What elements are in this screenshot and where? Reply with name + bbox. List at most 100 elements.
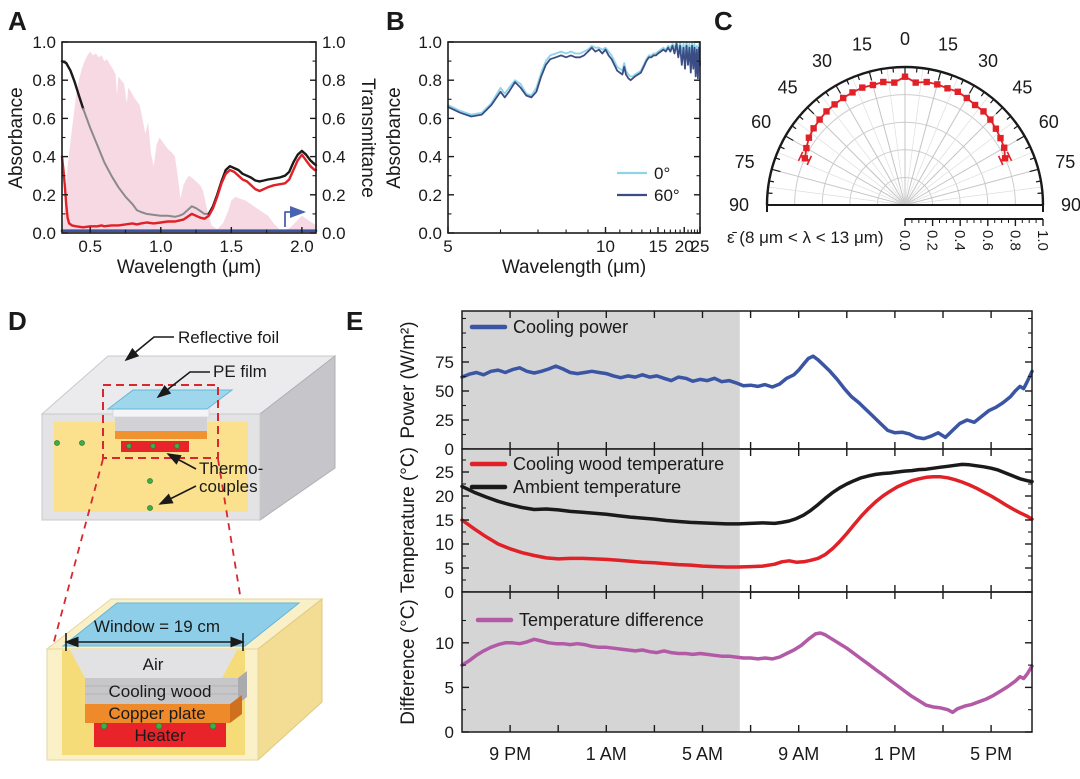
legend-label: Temperature difference [519,610,704,630]
angle-label: 0 [900,29,910,49]
legend-label: 0° [654,164,670,183]
thermocouples-label-line2: couples [199,477,258,496]
cooling-wood-label: Cooling wood [108,682,211,701]
tick-label: 10 [435,535,454,554]
time-tick-label: 9 PM [489,744,531,764]
emissivity-data-point [859,84,865,90]
panel-letter-e: E [346,306,363,336]
tick-label: 0.8 [322,71,346,90]
emissivity-data-point [924,79,930,85]
legend-label: Cooling wood temperature [513,454,724,474]
tick-label: 0.6 [418,109,442,128]
tick-label: 10 [435,634,454,653]
angle-label: 30 [812,51,832,71]
tick-label: 0.4 [418,148,442,167]
panel-letter-d: D [8,306,27,336]
time-tick-label: 5 AM [682,744,723,764]
legend-label: Ambient temperature [513,477,681,497]
air-label: Air [143,655,164,674]
emissivity-data-point [913,79,919,85]
tick-label: 2.0 [290,237,314,256]
angle-label: 60 [751,112,771,132]
panel-letter-b: B [386,6,405,36]
tick-label: 0.0 [322,224,346,243]
thermocouple-dot [101,723,107,729]
angle-label: 45 [1012,78,1032,98]
angle-label: 15 [938,35,958,55]
emissivity-data-point [810,125,816,131]
thermocouple-dot [151,444,156,449]
tick-label: 0.4 [322,148,346,167]
tick-label: 0.8 [418,71,442,90]
emissivity-data-point [964,95,970,101]
panel-a-xlabel: Wavelength (μm) [117,257,261,278]
emissivity-data-point [1001,145,1007,151]
emissivity-data-point [803,145,809,151]
tick-label: 15 [435,511,454,530]
thermocouples-label-line1: Thermo- [199,459,263,478]
thermocouple-dot [175,444,180,449]
tick-label: 0 [445,583,454,602]
emissivity-data-point [831,101,837,107]
emissivity-data-point [944,85,950,91]
tick-label: 1.5 [220,237,244,256]
emissivity-data-point [934,81,940,87]
tick-label: 5 [443,237,452,256]
emissivity-data-point [955,89,961,95]
tick-label: 0 [445,723,454,742]
angle-label: 60 [1039,112,1059,132]
emissivity-data-point [997,135,1003,141]
emissivity-data-point [880,79,886,85]
tick-label: 25 [435,411,454,430]
panel-a-ylabel-right: Transmittance [357,78,378,198]
panel-e-ylabel-difference: Difference (°C) [398,599,419,725]
angle-label: 30 [978,51,998,71]
copper-plate-label: Copper plate [108,704,205,723]
panel-letter-a: A [8,6,27,36]
emissivity-data-point [870,82,876,88]
tick-label: 0.4 [32,148,56,167]
legend-label: Cooling power [513,317,628,337]
scale-tick-label: 1.0 [1034,230,1051,251]
stack-copper-layer [115,431,207,439]
tick-label: 5 [445,678,454,697]
scale-tick-label: 0.8 [1006,230,1023,251]
emissivity-data-point [902,74,908,80]
thermocouple-dot [148,506,153,511]
thermocouple-dot [127,444,132,449]
angle-label: 15 [852,35,872,55]
scale-tick-label: 0.6 [979,230,996,251]
thermocouple-dot [148,479,153,484]
tick-label: 75 [435,353,454,372]
reflective-foil-label: Reflective foil [178,328,279,347]
panel-letter-c: C [714,6,733,36]
emissivity-data-point [849,89,855,95]
tick-label: 10 [596,237,615,256]
tick-label: 0.5 [78,237,102,256]
time-tick-label: 9 AM [778,744,819,764]
tick-label: 25 [435,463,454,482]
stack-wood-layer [115,417,207,431]
emissivity-data-point [993,126,999,132]
emissivity-data-point [806,135,812,141]
thermocouple-dot [55,441,60,446]
tick-label: 1.0 [149,237,173,256]
tick-label: 1.0 [322,33,346,52]
time-tick-label: 1 AM [586,744,627,764]
panel-c-radial-label: ε̄ (8 μm < λ < 13 μm) [727,228,884,247]
time-tick-label: 1 PM [874,744,916,764]
tick-label: 0 [445,440,454,459]
scale-tick-label: 0.2 [924,230,941,251]
emissivity-data-point [823,108,829,114]
tick-label: 0.2 [322,186,346,205]
tick-label: 1.0 [418,33,442,52]
tick-label: 0.2 [418,186,442,205]
panel-b-xlabel: Wavelength (μm) [502,257,646,278]
emissivity-data-point [987,116,993,122]
emissivity-data-point [891,79,897,85]
emissivity-data-point [980,108,986,114]
pe-film-label: PE film [213,362,267,381]
tick-label: 0.6 [32,109,56,128]
time-tick-label: 5 PM [970,744,1012,764]
